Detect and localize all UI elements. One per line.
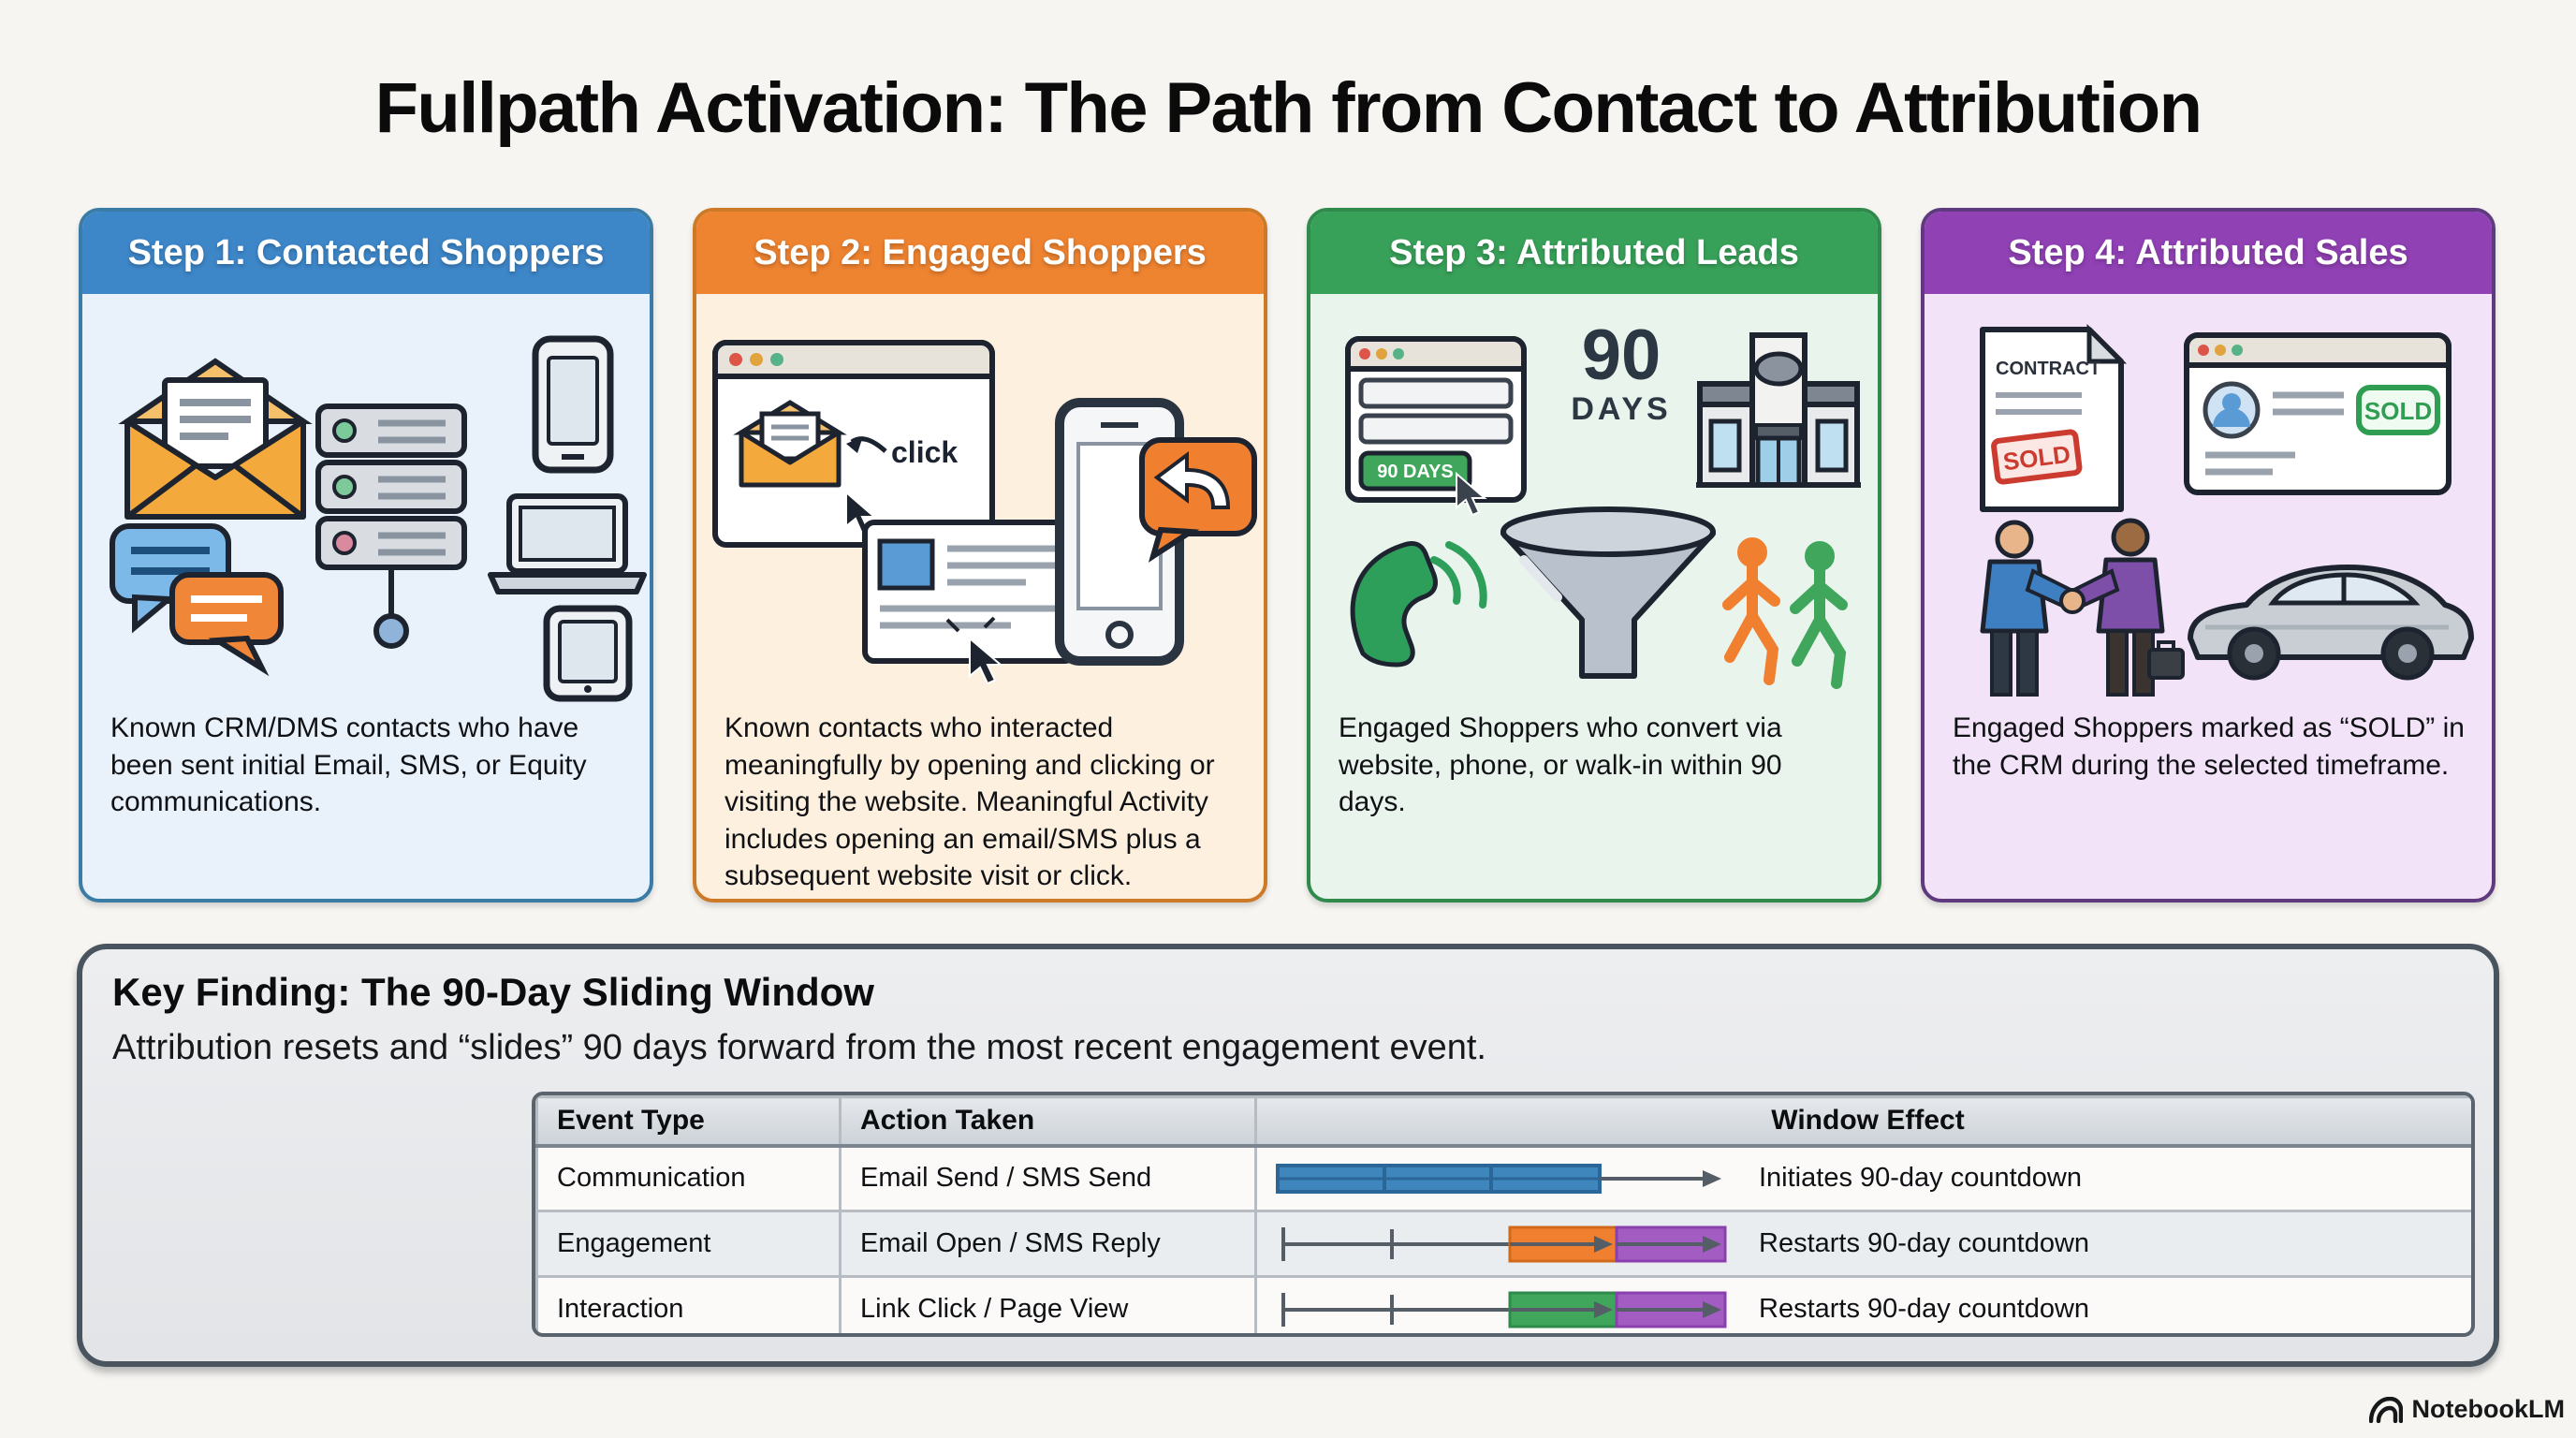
browser-form-icon: 90 DAYS: [1345, 336, 1527, 517]
table-row-communication: Communication Email Send / SMS Send: [535, 1144, 2471, 1212]
key-finding-subtitle: Attribution resets and “slides” 90 days …: [112, 1028, 1486, 1067]
days-word: DAYS: [1571, 391, 1672, 427]
key-finding-panel: Key Finding: The 90-Day Sliding Window A…: [77, 944, 2499, 1367]
table-row-interaction: Interaction Link Click / Page View: [535, 1275, 2471, 1333]
step-card-1: Step 1: Contacted Shoppers: [79, 208, 653, 902]
step-card-4: Step 4: Attributed Sales CONTRACT SOLD: [1921, 208, 2496, 902]
window-effect-table: Event Type Action Taken Window Effect Co…: [532, 1092, 2475, 1337]
notebooklm-logo-icon: [2368, 1396, 2403, 1423]
blue-window-bar-icon: [1276, 1163, 1721, 1194]
sold-stamp-icon: SOLD: [1991, 429, 2083, 485]
cursor-icon: [945, 616, 1003, 685]
contract-document-icon: CONTRACT SOLD: [1980, 323, 2128, 512]
window-effect-text: Restarts 90-day countdown: [1759, 1294, 2090, 1324]
car-icon: [2188, 565, 2474, 681]
server-stack-icon: [315, 404, 467, 649]
step-4-illustration: CONTRACT SOLD: [1925, 294, 2499, 706]
step-card-2: Step 2: Engaged Shoppers click: [693, 208, 1267, 902]
step-2-illustration: click: [696, 294, 1271, 706]
funnel-icon: [1500, 506, 1716, 679]
window-effect-text: Initiates 90-day countdown: [1759, 1163, 2082, 1194]
ninety-days-callout: 90 DAYS: [1539, 320, 1704, 428]
ninety-days-button-label: 90 DAYS: [1377, 462, 1454, 482]
step-2-header: Step 2: Engaged Shoppers: [696, 212, 1264, 294]
sold-badge-icon: SOLD: [2356, 385, 2440, 435]
laptop-icon: [488, 493, 647, 594]
cursor-icon: [1456, 471, 1487, 517]
browser-email-icon: click: [712, 340, 995, 548]
contract-label: CONTRACT: [1996, 359, 2100, 379]
orange-purple-window-bar-icon: [1281, 1225, 1727, 1262]
green-purple-window-bar-icon: [1281, 1291, 1727, 1328]
step-1-header: Step 1: Contacted Shoppers: [82, 212, 650, 294]
ninety-number: 90: [1581, 315, 1661, 395]
notebooklm-brand: NotebookLM: [2368, 1395, 2565, 1424]
step-2-description: Known contacts who interacted meaningful…: [724, 712, 1215, 892]
webpage-click-icon: [862, 520, 1077, 685]
table-header-row: Event Type Action Taken Window Effect: [535, 1095, 2471, 1148]
col-event-type: Event Type: [535, 1095, 842, 1148]
step-3-description: Engaged Shoppers who convert via website…: [1339, 712, 1782, 818]
step-4-header: Step 4: Attributed Sales: [1925, 212, 2492, 294]
click-label: click: [891, 435, 958, 469]
svg-text:SOLD: SOLD: [2364, 397, 2432, 425]
window-effect-text: Restarts 90-day countdown: [1759, 1228, 2090, 1258]
col-action-taken: Action Taken: [839, 1095, 1257, 1148]
table-row-engagement: Engagement Email Open / SMS Reply: [535, 1210, 2471, 1278]
step-4-description: Engaged Shoppers marked as “SOLD” in the…: [1953, 712, 2465, 781]
step-3-header: Step 3: Attributed Leads: [1310, 212, 1878, 294]
notebooklm-wordmark: NotebookLM: [2411, 1395, 2565, 1423]
step-1-description: Known CRM/DMS contacts who have been sen…: [110, 712, 587, 818]
step-3-illustration: 90 DAYS 90 DAYS: [1310, 294, 1885, 706]
phone-call-icon: [1350, 541, 1487, 668]
step-card-3: Step 3: Attributed Leads 90 DAYS 90 DAYS: [1307, 208, 1881, 902]
step-1-illustration: [82, 294, 657, 706]
col-window-effect: Window Effect: [1254, 1095, 2471, 1148]
key-finding-title: Key Finding: The 90-Day Sliding Window: [112, 970, 874, 1014]
phone-reply-icon: [1055, 398, 1257, 666]
page-title: Fullpath Activation: The Path from Conta…: [374, 68, 2203, 148]
chat-bubbles-icon: [110, 523, 284, 677]
dealership-building-icon: [1696, 332, 1861, 488]
open-email-icon: [118, 358, 313, 520]
browser-profile-icon: SOLD: [2184, 332, 2452, 495]
smartphone-icon: [532, 335, 614, 474]
tablet-icon: [543, 605, 633, 702]
walking-people-icon: [1722, 537, 1848, 689]
handshake-people-icon: [1980, 518, 2185, 697]
